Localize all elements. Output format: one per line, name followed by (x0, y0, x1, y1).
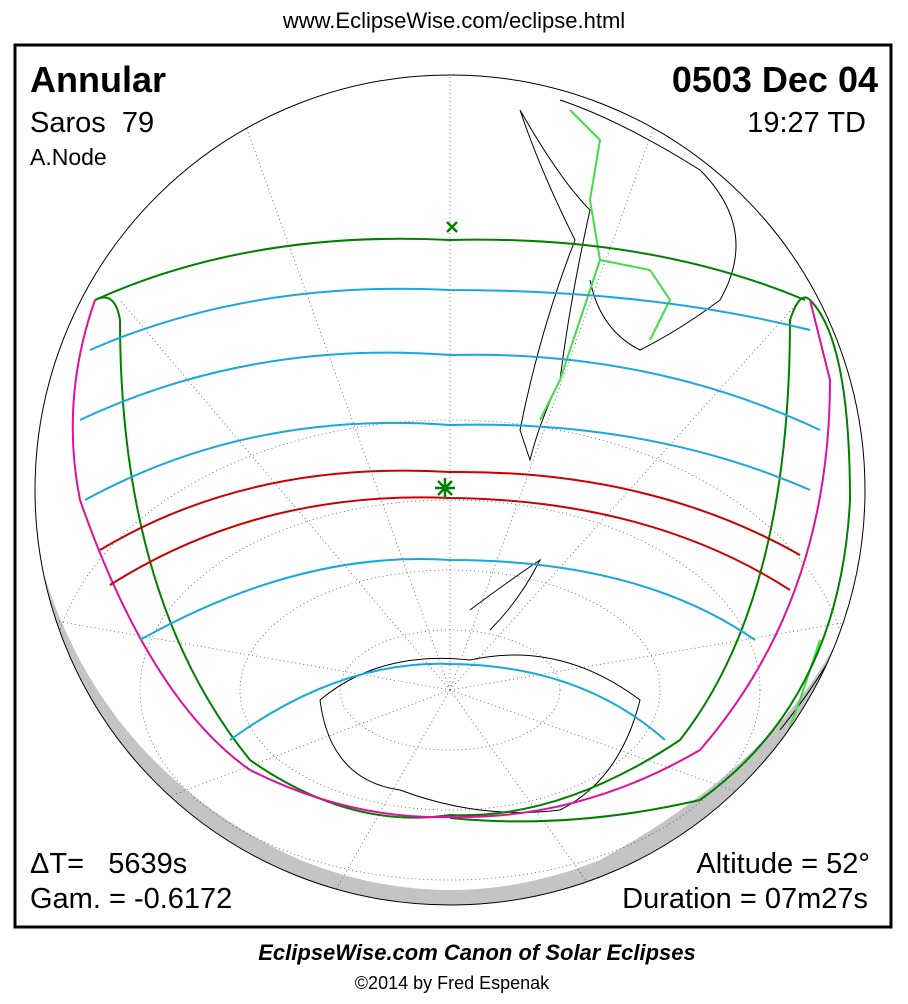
node: A.Node (30, 144, 107, 170)
greatest-eclipse-marker (435, 478, 455, 498)
gamma: Gam. = -0.6172 (30, 883, 232, 915)
subsolar-marker (446, 221, 458, 233)
eclipse-type: Annular (30, 59, 166, 100)
borders (539, 109, 821, 741)
globe-outline (34, 74, 866, 906)
eclipse-curves (71, 237, 852, 823)
delta-t: ΔT= 5639s (30, 848, 187, 880)
footer-credit: ©2014 by Fred Espenak (355, 973, 550, 993)
footer-title: EclipseWise.com Canon of Solar Eclipses (258, 940, 696, 965)
coastlines (319, 99, 841, 813)
date: 0503 Dec 04 (672, 59, 878, 100)
duration: Duration = 07m27s (622, 883, 868, 915)
altitude: Altitude = 52° (696, 848, 870, 880)
time: 19:27 TD (747, 107, 866, 139)
saros: Saros 79 (30, 107, 154, 139)
url: www.EclipseWise.com/eclipse.html (282, 8, 625, 33)
